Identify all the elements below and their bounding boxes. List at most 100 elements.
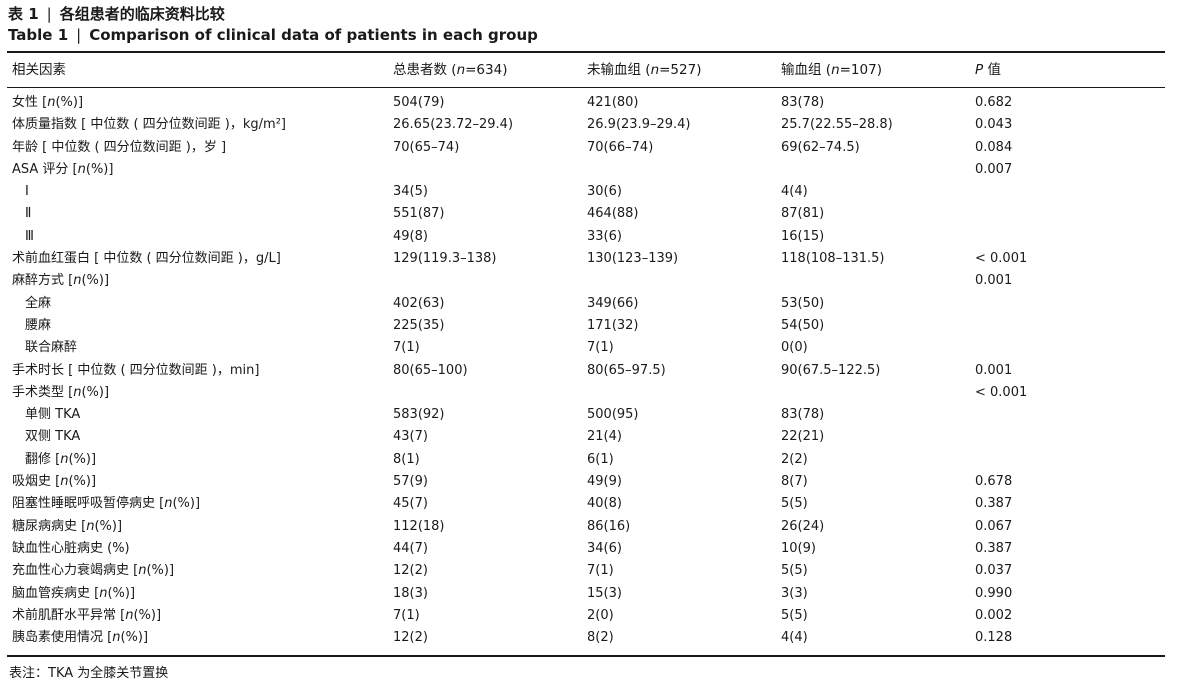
table-row: Ⅲ 49(8) 33(6) 16(15) (7, 226, 1165, 248)
cell-transfusion: 8(7) (781, 474, 808, 490)
cell-total: 80(65–100) (393, 362, 468, 378)
cell-total: 8(1) (393, 451, 420, 467)
cell-transfusion: 5(5) (781, 563, 808, 579)
cell-factor: 阻塞性睡眠呼吸暂停病史 [n(%)] (12, 496, 201, 512)
cell-total: 504(79) (393, 95, 445, 110)
cell-p-value: 0.682 (975, 95, 1013, 110)
table-row: 年龄 [ 中位数 ( 四分位数间距 )，岁 ] 70(65–74) 70(66–74… (7, 137, 1165, 159)
cell-no-transfusion: 171(32) (587, 317, 639, 333)
table-row: 全麻 402(63) 349(66) 53(50) (7, 293, 1165, 315)
cell-p-value (975, 226, 1165, 248)
cell-transfusion (781, 270, 975, 292)
cell-no-transfusion: 421(80) (587, 95, 639, 110)
cell-p-value (975, 449, 1165, 471)
cell-no-transfusion: 7(1) (587, 340, 614, 356)
cell-p-value (975, 293, 1165, 315)
header-row: 相关因素 总患者数 (n=634) 未输血组 (n=527) 输血组 (n=10… (7, 57, 1165, 83)
cell-no-transfusion: 6(1) (587, 451, 614, 467)
cell-p-value: 0.990 (975, 585, 1013, 601)
cell-total: 43(7) (393, 429, 428, 445)
table-row: 单侧 TKA 583(92) 500(95) 83(78) (7, 404, 1165, 426)
cell-total: 49(8) (393, 228, 428, 244)
cell-factor: 充血性心力衰竭病史 [n(%)] (12, 563, 175, 579)
table-caption-cn: 表 1 | 各组患者的临床资料比较 (8, 3, 225, 24)
cell-no-transfusion (587, 270, 781, 292)
cell-p-value (975, 315, 1165, 337)
table-row: 术前肌酐水平异常 [n(%)] 7(1) 2(0) 5(5) 0.002 (7, 605, 1165, 627)
cell-no-transfusion: 49(9) (587, 474, 622, 490)
cell-p-value: 0.678 (975, 474, 1013, 490)
cell-no-transfusion: 33(6) (587, 228, 622, 244)
cell-transfusion: 4(4) (781, 184, 808, 200)
cell-factor: Ⅲ (25, 228, 34, 244)
cell-total: 7(1) (393, 607, 420, 623)
cell-total: 129(119.3–138) (393, 251, 497, 267)
cell-no-transfusion: 8(2) (587, 630, 614, 646)
cell-no-transfusion: 500(95) (587, 407, 639, 423)
table-row: 体质量指数 [ 中位数 ( 四分位数间距 )，kg/m²] 26.65(23.72… (7, 114, 1165, 136)
table-top-rule (7, 51, 1165, 53)
cell-no-transfusion: 2(0) (587, 607, 614, 623)
cell-total: 18(3) (393, 585, 428, 601)
table-body: 女性 [n(%)] 504(79) 421(80) 83(78) 0.682 体质量指数 … (7, 92, 1165, 649)
cell-no-transfusion: 26.9(23.9–29.4) (587, 117, 691, 133)
caption-separator: | (76, 26, 82, 44)
cell-factor: 全麻 (25, 295, 52, 311)
cell-transfusion: 25.7(22.55–28.8) (781, 117, 893, 133)
cell-total (393, 270, 587, 292)
cell-total: 7(1) (393, 340, 420, 356)
header-cell-transfusion: 输血组 (n=107) (781, 62, 882, 78)
cell-total: 26.65(23.72–29.4) (393, 117, 514, 133)
table-row: Ⅱ 551(87) 464(88) 87(81) (7, 203, 1165, 225)
table-footnote: 表注：TKA 为全膝关节置换 (9, 666, 169, 681)
cell-p-value: 0.128 (975, 630, 1013, 646)
cell-factor: 缺血性心脏病史 (%) (12, 540, 130, 556)
header-cell-factor: 相关因素 (12, 62, 66, 78)
cell-no-transfusion: 464(88) (587, 206, 639, 222)
cell-p-value: 0.387 (975, 496, 1013, 512)
cell-factor: 脑血管疾病史 [n(%)] (12, 585, 136, 601)
cell-total: 551(87) (393, 206, 445, 222)
cell-transfusion: 10(9) (781, 540, 816, 556)
cell-no-transfusion: 15(3) (587, 585, 622, 601)
cell-transfusion (781, 382, 975, 404)
cell-no-transfusion: 80(65–97.5) (587, 362, 666, 378)
cell-no-transfusion: 40(8) (587, 496, 622, 512)
header-cell-no-transfusion: 未输血组 (n=527) (587, 62, 702, 78)
table-row: 缺血性心脏病史 (%) 44(7) 34(6) 10(9) 0.387 (7, 538, 1165, 560)
cell-transfusion: 87(81) (781, 206, 825, 222)
cell-factor: 女性 [n(%)] (12, 95, 84, 110)
table-header: 相关因素 总患者数 (n=634) 未输血组 (n=527) 输血组 (n=10… (7, 57, 1165, 83)
table-row: 腰麻 225(35) 171(32) 54(50) (7, 315, 1165, 337)
table-row: 麻醉方式 [n(%)] 0.001 (7, 270, 1165, 292)
cell-transfusion: 53(50) (781, 295, 825, 311)
cell-transfusion: 0(0) (781, 340, 808, 356)
cell-total: 45(7) (393, 496, 428, 512)
cell-factor: 年龄 [ 中位数 ( 四分位数间距 )，岁 ] (12, 139, 227, 155)
cell-factor: 糖尿病病史 [n(%)] (12, 518, 123, 534)
cell-p-value: < 0.001 (975, 384, 1028, 400)
cell-factor: 胰岛素使用情况 [n(%)] (12, 630, 149, 646)
cell-no-transfusion: 130(123–139) (587, 251, 679, 267)
cell-p-value: 0.067 (975, 518, 1013, 534)
cell-transfusion: 26(24) (781, 518, 825, 534)
cell-total: 57(9) (393, 474, 428, 490)
cell-factor: ASA 评分 [n(%)] (12, 161, 114, 177)
cell-p-value: 0.084 (975, 139, 1013, 155)
cell-total (393, 382, 587, 404)
cell-no-transfusion: 349(66) (587, 295, 639, 311)
cell-total: 112(18) (393, 518, 445, 534)
cell-p-value: 0.387 (975, 540, 1013, 556)
cell-factor: Ⅱ (25, 206, 32, 222)
cell-factor: 单侧 TKA (25, 407, 81, 423)
table-row: 翻修 [n(%)] 8(1) 6(1) 2(2) (7, 449, 1165, 471)
cell-transfusion: 16(15) (781, 228, 825, 244)
cell-no-transfusion: 7(1) (587, 563, 614, 579)
cell-transfusion: 118(108–131.5) (781, 251, 885, 267)
cell-p-value: 0.043 (975, 117, 1013, 133)
cell-factor: 翻修 [n(%)] (25, 451, 97, 467)
header-cell-p-value: P 值 (975, 62, 1001, 78)
table-row: 吸烟史 [n(%)] 57(9) 49(9) 8(7) 0.678 (7, 471, 1165, 493)
cell-factor: 麻醉方式 [n(%)] (12, 273, 110, 289)
cell-factor: 腰麻 (25, 317, 52, 333)
